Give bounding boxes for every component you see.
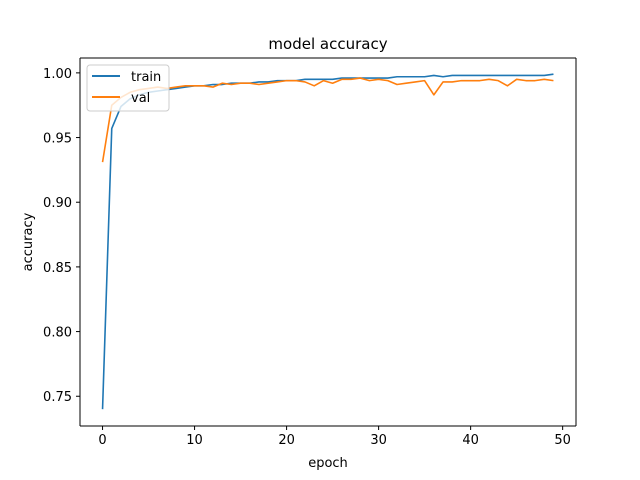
plot-background: [80, 58, 576, 426]
x-tick-label: 0: [98, 433, 106, 448]
x-axis-label: epoch: [308, 456, 348, 471]
series-line-val: [101, 77, 554, 163]
x-tick-label: 50: [554, 433, 571, 448]
legend-label-val: val: [131, 91, 150, 106]
x-tick-label: 10: [186, 433, 203, 448]
legend-label-train: train: [131, 70, 161, 85]
y-tick-label: 0.80: [43, 326, 72, 341]
legend: train val: [86, 64, 170, 112]
y-tick-label: 0.75: [43, 390, 72, 405]
x-tick-label: 30: [370, 433, 387, 448]
x-axis-ticks: 0 10 20 30 40 50: [98, 426, 571, 448]
y-axis-ticks: 0.75 0.80 0.85 0.90 0.95 1.00: [43, 67, 80, 405]
axes-frame: [79, 57, 577, 427]
series-line-train: [101, 73, 554, 410]
chart-title: model accuracy: [268, 35, 387, 53]
y-axis-label: accuracy: [21, 212, 36, 271]
x-tick-label: 20: [278, 433, 295, 448]
y-tick-label: 0.85: [43, 261, 72, 276]
y-tick-label: 0.90: [43, 196, 72, 211]
series-layer: [101, 73, 554, 410]
x-tick-label: 40: [462, 433, 479, 448]
y-tick-label: 1.00: [43, 67, 72, 82]
y-tick-label: 0.95: [43, 132, 72, 147]
